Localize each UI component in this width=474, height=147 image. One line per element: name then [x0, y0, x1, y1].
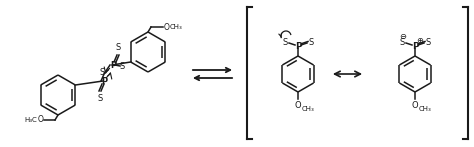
Text: H₃C: H₃C [24, 117, 37, 123]
Text: P: P [101, 76, 107, 86]
Text: P: P [295, 41, 301, 51]
Text: CH₃: CH₃ [419, 106, 432, 112]
Text: CH₃: CH₃ [170, 24, 183, 30]
Text: O: O [164, 22, 170, 31]
Text: S: S [115, 43, 120, 52]
Text: S: S [283, 37, 288, 46]
Text: ⊖: ⊖ [400, 31, 407, 41]
Text: S: S [309, 37, 314, 46]
Text: O: O [295, 101, 301, 110]
Text: S: S [119, 61, 125, 71]
Text: S: S [100, 67, 105, 76]
Text: S: S [400, 37, 405, 46]
Text: O: O [412, 101, 419, 110]
Text: ⊕: ⊕ [417, 35, 423, 45]
Text: CH₃: CH₃ [302, 106, 315, 112]
Text: O: O [37, 116, 43, 125]
Text: P: P [412, 41, 419, 51]
Text: S: S [97, 94, 103, 103]
Text: S: S [425, 37, 430, 46]
Text: P: P [110, 61, 116, 70]
